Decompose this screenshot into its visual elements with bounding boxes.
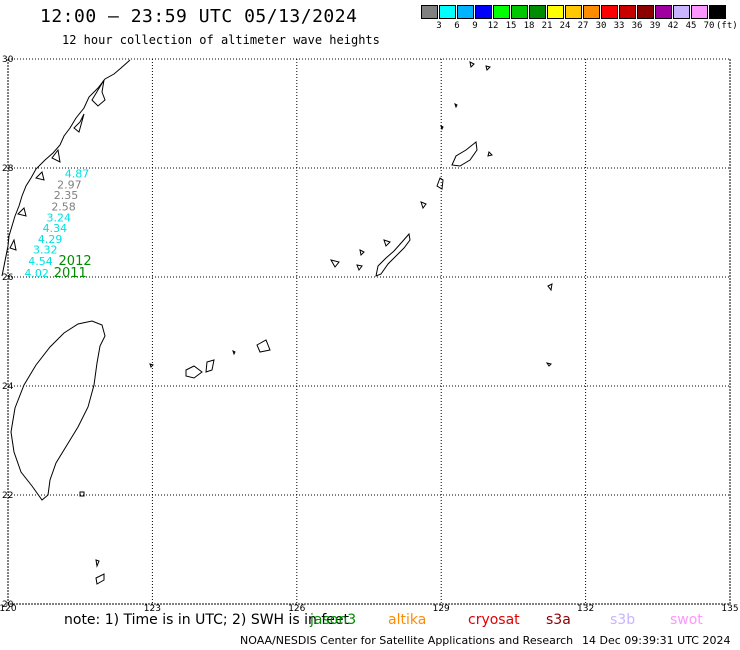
- x-tick-label: 132: [577, 604, 594, 614]
- color-legend-label: 36: [631, 21, 643, 31]
- color-legend-label: 42: [667, 21, 679, 31]
- color-swatch: [511, 5, 528, 19]
- wave-height-label: 4.29: [38, 233, 63, 246]
- color-swatch: [529, 5, 546, 19]
- wave-height-label: 4.34: [43, 222, 68, 235]
- color-swatch: [457, 5, 474, 19]
- color-swatch: [601, 5, 618, 19]
- x-tick-label: 123: [144, 604, 161, 614]
- color-legend-label: 39: [649, 21, 661, 31]
- y-tick-label: 24: [2, 382, 14, 392]
- wave-height-label: 3.24: [47, 211, 72, 224]
- color-swatch: [547, 5, 564, 19]
- wave-height-label: 2.97: [57, 179, 82, 192]
- wave-height-label: 2.35: [54, 189, 79, 202]
- x-tick-label: 126: [288, 604, 305, 614]
- china-coastline: [1, 59, 131, 277]
- color-legend-label: 9: [472, 21, 478, 31]
- x-tick-label: 129: [433, 604, 450, 614]
- wave-height-label: 4.87: [65, 167, 90, 180]
- color-swatch: [655, 5, 672, 19]
- color-legend-label: 70: [703, 21, 715, 31]
- color-swatch: [475, 5, 492, 19]
- pass-time-label: 2012: [59, 254, 92, 269]
- color-swatch: [583, 5, 600, 19]
- footer-timestamp: 14 Dec 09:39:31 UTC 2024: [582, 634, 731, 647]
- x-tick-label: 135: [721, 604, 738, 614]
- okinawa-coastline: [375, 232, 411, 277]
- color-legend-label: 18: [523, 21, 535, 31]
- taiwan-coastline: [10, 320, 106, 501]
- satellite-label: altika: [388, 612, 427, 628]
- color-swatch: [421, 5, 438, 19]
- color-legend-label: 30: [595, 21, 607, 31]
- color-legend-label: 6: [454, 21, 460, 31]
- satellite-label: jason3: [310, 612, 357, 628]
- footer-note: note: 1) Time is in UTC; 2) SWH is in fe…: [64, 612, 350, 628]
- coastlines: [1, 59, 553, 585]
- satellite-label: s3b: [610, 612, 636, 628]
- map-grid: [7, 58, 731, 605]
- y-tick-label: 28: [2, 164, 14, 174]
- y-tick-label: 30: [2, 55, 14, 65]
- color-swatch: [619, 5, 636, 19]
- color-legend-label: 27: [577, 21, 589, 31]
- color-legend-label: 24: [559, 21, 571, 31]
- color-legend-label: 45: [685, 21, 697, 31]
- color-swatch: [691, 5, 708, 19]
- color-swatch: [493, 5, 510, 19]
- page-title: 12:00 — 23:59 UTC 05/13/2024: [40, 6, 358, 27]
- wave-height-label: 4.54: [28, 255, 53, 268]
- map-border: [7, 58, 731, 605]
- wave-height-label: 3.32: [33, 244, 58, 257]
- page-subtitle: 12 hour collection of altimeter wave hei…: [62, 33, 380, 47]
- color-legend-label: 3: [436, 21, 442, 31]
- y-tick-label: 22: [2, 491, 13, 501]
- satellite-label: cryosat: [468, 612, 520, 628]
- amami-coastline: [451, 141, 478, 167]
- y-tick-label: 26: [2, 273, 14, 283]
- color-legend-label: 15: [505, 21, 517, 31]
- wave-height-label: 4.02: [24, 267, 49, 280]
- y-tick-label: 20: [2, 600, 14, 610]
- wave-height-label: 2.58: [51, 201, 76, 214]
- color-swatch: [673, 5, 690, 19]
- footer-credit: NOAA/NESDIS Center for Satellite Applica…: [240, 634, 574, 647]
- color-swatch: [439, 5, 456, 19]
- color-legend-unit: (ft): [716, 21, 738, 31]
- color-swatch: [565, 5, 582, 19]
- pass-time-label: 2011: [54, 266, 87, 281]
- axis-tick-labels: 120 123 126 129 132 135 20 22 24 26 28 30: [0, 55, 739, 614]
- color-swatch: [637, 5, 654, 19]
- color-legend-label: 33: [613, 21, 625, 31]
- color-legend-label: 21: [541, 21, 553, 31]
- altimeter-observations: 4.872.972.352.583.244.344.293.324.544.02…: [24, 167, 91, 281]
- ishigaki-coastline: [185, 365, 203, 379]
- x-tick-label: 120: [0, 604, 17, 614]
- satellite-label: swot: [670, 612, 703, 628]
- color-legend-label: 12: [487, 21, 499, 31]
- satellite-label: s3a: [546, 612, 571, 628]
- color-swatch: [709, 5, 726, 19]
